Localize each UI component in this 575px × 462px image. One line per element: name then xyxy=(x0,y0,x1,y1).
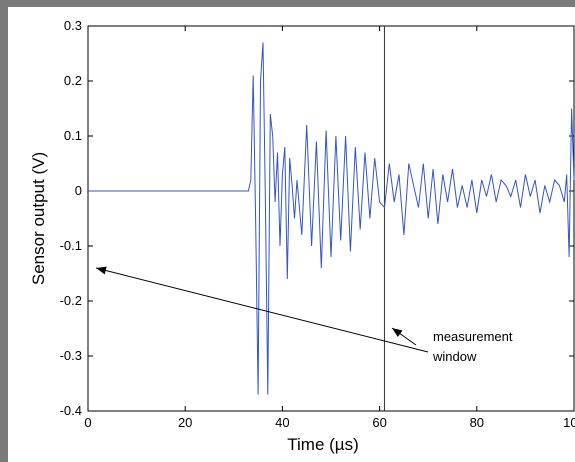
ticks-group xyxy=(87,25,575,412)
y-tick-label: -0.4 xyxy=(60,403,82,418)
x-tick-label: 60 xyxy=(372,415,386,430)
arrow-to-left-edge xyxy=(95,267,429,353)
x-tick-label: 80 xyxy=(470,415,484,430)
top-border xyxy=(0,0,575,7)
x-tick-label: 20 xyxy=(178,415,192,430)
tick-labels-group: 0 20 40 60 80 100 0.3 0.2 0.1 0 -0.1 -0.2 -0.3 -0.4 xyxy=(60,18,575,430)
plot-area xyxy=(87,25,575,412)
arrow-to-window-line-head xyxy=(392,328,403,338)
y-tick-label: -0.2 xyxy=(60,293,82,308)
x-axis-label: Time (µs) xyxy=(287,435,359,454)
y-tick-label: -0.1 xyxy=(60,238,82,253)
annotation-arrows xyxy=(95,266,429,353)
y-tick-label: 0.1 xyxy=(64,128,82,143)
y-axis-label: Sensor output (V) xyxy=(29,152,48,285)
y-tick-label: 0.3 xyxy=(64,18,82,33)
y-tick-label: 0.2 xyxy=(64,73,82,88)
y-tick-label: 0 xyxy=(75,183,82,198)
y-tick-label: -0.3 xyxy=(60,348,82,363)
x-tick-label: 0 xyxy=(84,415,91,430)
left-border xyxy=(0,0,8,462)
arrow-to-left-edge-head xyxy=(96,266,107,275)
series-line-signal xyxy=(88,42,575,395)
x-tick-label: 100 xyxy=(563,415,575,430)
annotation-measurement: measurement xyxy=(433,329,513,344)
x-tick-label: 40 xyxy=(275,415,289,430)
annotation-window: window xyxy=(432,349,477,364)
